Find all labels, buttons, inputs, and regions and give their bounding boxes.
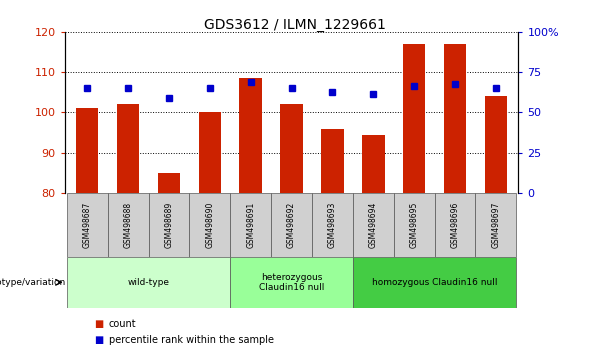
- Bar: [362, 135, 385, 193]
- Bar: [67, 257, 230, 308]
- Text: GSM498695: GSM498695: [409, 201, 419, 248]
- Bar: [475, 193, 517, 257]
- Text: GSM498688: GSM498688: [124, 202, 133, 248]
- Bar: [158, 173, 180, 193]
- Bar: [353, 193, 393, 257]
- Text: percentile rank within the sample: percentile rank within the sample: [109, 335, 274, 345]
- Text: GSM498690: GSM498690: [206, 201, 214, 248]
- Bar: [67, 193, 108, 257]
- Bar: [321, 129, 343, 193]
- Text: GSM498694: GSM498694: [369, 201, 378, 248]
- Text: heterozygous
Claudin16 null: heterozygous Claudin16 null: [259, 273, 324, 292]
- Text: GSM498691: GSM498691: [246, 202, 255, 248]
- Bar: [280, 104, 303, 193]
- Text: homozygous Claudin16 null: homozygous Claudin16 null: [372, 278, 497, 287]
- Bar: [240, 78, 262, 193]
- Bar: [271, 193, 312, 257]
- Text: GDS3612 / ILMN_1229661: GDS3612 / ILMN_1229661: [204, 18, 385, 32]
- Text: GSM498687: GSM498687: [83, 202, 92, 248]
- Bar: [76, 108, 98, 193]
- Text: GSM498697: GSM498697: [491, 201, 500, 248]
- Bar: [403, 44, 425, 193]
- Bar: [312, 193, 353, 257]
- Bar: [485, 96, 507, 193]
- Bar: [148, 193, 190, 257]
- Bar: [198, 113, 221, 193]
- Bar: [230, 257, 353, 308]
- Text: ■: ■: [94, 335, 104, 345]
- Bar: [230, 193, 271, 257]
- Text: GSM498689: GSM498689: [164, 202, 174, 248]
- Text: ■: ■: [94, 319, 104, 329]
- Text: GSM498696: GSM498696: [451, 201, 459, 248]
- Text: GSM498693: GSM498693: [328, 201, 337, 248]
- Text: GSM498692: GSM498692: [287, 202, 296, 248]
- Bar: [108, 193, 148, 257]
- Bar: [435, 193, 475, 257]
- Bar: [444, 44, 466, 193]
- Text: count: count: [109, 319, 137, 329]
- Text: genotype/variation: genotype/variation: [0, 278, 65, 287]
- Bar: [353, 257, 517, 308]
- Text: wild-type: wild-type: [128, 278, 170, 287]
- Bar: [393, 193, 435, 257]
- Bar: [190, 193, 230, 257]
- Bar: [117, 104, 140, 193]
